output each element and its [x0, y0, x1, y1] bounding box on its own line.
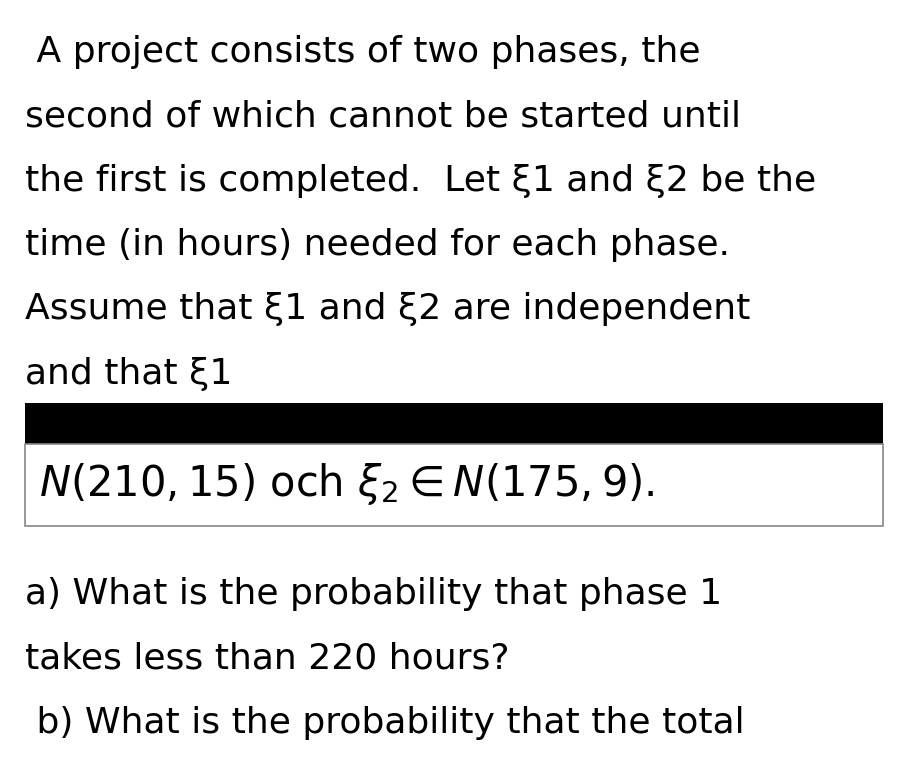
Text: Assume that ξ1 and ξ2 are independent: Assume that ξ1 and ξ2 are independent	[25, 292, 751, 326]
Bar	[25, 444, 883, 526]
Text: the first is completed.  Let ξ1 and ξ2 be the: the first is completed. Let ξ1 and ξ2 be…	[25, 164, 816, 198]
Text: a) What is the probability that phase 1: a) What is the probability that phase 1	[25, 577, 723, 611]
Text: and that ξ1: and that ξ1	[25, 357, 232, 390]
Text: time (in hours) needed for each phase.: time (in hours) needed for each phase.	[25, 228, 730, 262]
Text: $N(210,15)$ och $\xi_2 \in N(175,9).$: $N(210,15)$ och $\xi_2 \in N(175,9).$	[39, 461, 655, 507]
Text: b) What is the probability that the total: b) What is the probability that the tota…	[25, 706, 745, 739]
Text: takes less than 220 hours?: takes less than 220 hours?	[25, 641, 510, 675]
Text: second of which cannot be started until: second of which cannot be started until	[25, 100, 742, 133]
Text: A project consists of two phases, the: A project consists of two phases, the	[25, 35, 701, 69]
Bar	[25, 403, 883, 444]
